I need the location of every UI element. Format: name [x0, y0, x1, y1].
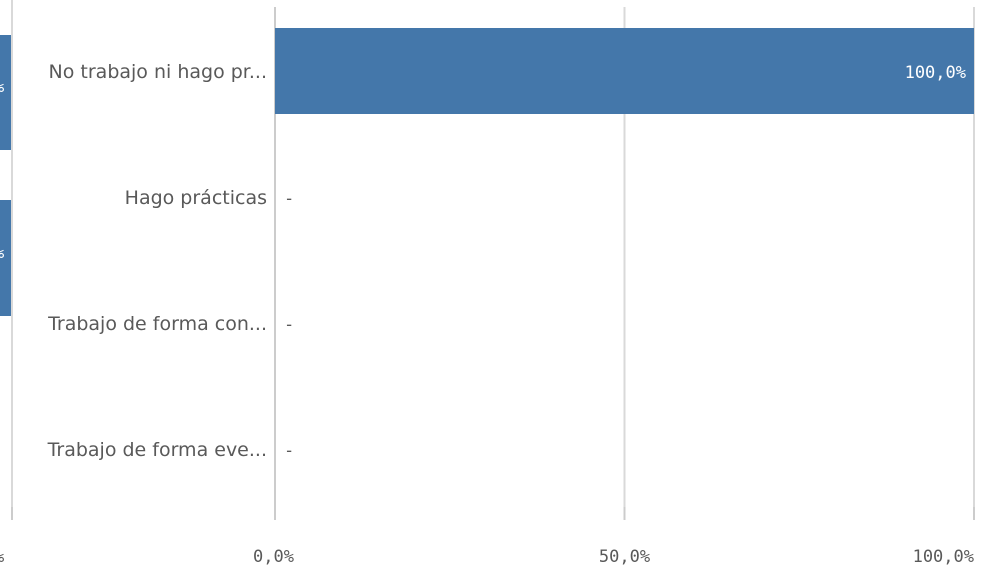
- left-partial-chart-panel: %%%: [0, 0, 13, 567]
- chart-bars: [275, 28, 974, 114]
- bar-data-label: -: [284, 189, 294, 209]
- bar[interactable]: [275, 28, 974, 114]
- left-panel-bar: [0, 35, 12, 150]
- x-tick-label: 0,0%: [253, 547, 294, 567]
- category-label: No trabajo ni hago pr...: [49, 61, 267, 83]
- x-tick-label: 100,0%: [913, 547, 974, 567]
- category-label: Hago prácticas: [125, 187, 267, 209]
- bar-data-label: -: [284, 441, 294, 461]
- left-panel-data-label: %: [0, 77, 4, 97]
- bar-data-label: -: [284, 315, 294, 335]
- category-label: Trabajo de forma eve...: [47, 439, 267, 461]
- bar-data-label: 100,0%: [905, 63, 966, 83]
- left-panel-data-label: %: [0, 243, 4, 263]
- x-axis-tick-labels: 0,0% 50,0% 100,0%: [253, 547, 974, 567]
- data-labels: 100,0% - - -: [284, 63, 966, 461]
- x-tick-label: 50,0%: [599, 547, 650, 567]
- category-label: Trabajo de forma con...: [47, 313, 267, 335]
- left-panel-tick-label: %: [0, 547, 4, 567]
- left-panel-bar: [0, 200, 12, 316]
- category-labels: No trabajo ni hago pr... Hago prácticas Tr…: [47, 61, 267, 461]
